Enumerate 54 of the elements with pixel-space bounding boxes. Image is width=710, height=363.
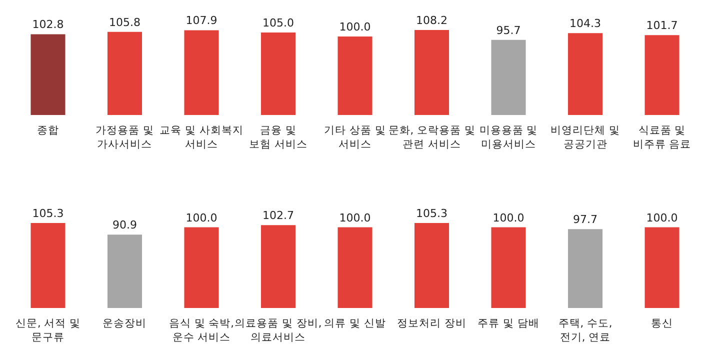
bar: [491, 40, 526, 115]
bar: [184, 227, 219, 308]
data-label: 105.3: [416, 207, 448, 220]
x-tick-label: 신문, 서적 및 문구류: [15, 318, 80, 344]
data-label: 105.3: [32, 207, 64, 220]
x-tick-label: 기타 상품 및 서비스: [324, 124, 386, 150]
data-label: 102.8: [32, 18, 64, 32]
data-label: 100.0: [646, 211, 678, 224]
bar: [30, 34, 66, 115]
data-label: 101.7: [646, 19, 678, 32]
bar: [184, 30, 219, 115]
data-label: 104.3: [570, 17, 602, 30]
bar: [338, 227, 372, 308]
data-label: 100.0: [339, 211, 371, 224]
x-tick-label: 통신: [651, 318, 674, 330]
x-tick-label: 가정용품 및 가사서비스: [96, 124, 154, 150]
x-tick-label: 의료용품 및 장비, 의료서비스: [234, 318, 322, 344]
x-tick-label: 미용용품 및 미용서비스: [479, 124, 538, 150]
bar: [568, 33, 603, 115]
data-label: 108.2: [416, 14, 448, 27]
data-label: 100.0: [186, 211, 218, 224]
data-label: 105.0: [262, 16, 294, 30]
x-tick-label: 주택, 수도, 전기, 연료: [558, 318, 612, 344]
data-label: 100.0: [492, 211, 524, 224]
bar: [338, 36, 372, 115]
data-label: 107.9: [186, 14, 218, 28]
x-tick-label: 비영리단체 및 공공기관: [550, 124, 620, 150]
bar: [491, 227, 526, 308]
bar: [260, 225, 296, 308]
bar: [644, 35, 680, 115]
data-label: 95.7: [496, 24, 521, 37]
x-tick-label: 교육 및 사회복지 서비스: [160, 124, 244, 150]
x-tick-label: 문화, 오락용품 및 관련 서비스: [388, 124, 476, 150]
x-tick-label: 정보처리 장비: [397, 318, 466, 330]
x-tick-label: 운송장비: [102, 318, 147, 330]
bar: [107, 234, 142, 308]
bar: [568, 229, 603, 308]
data-label: 90.9: [112, 218, 137, 232]
data-label: 105.8: [108, 16, 140, 29]
x-tick-label: 의류 및 신발: [324, 318, 386, 330]
bar: [107, 32, 142, 115]
bar: [414, 223, 450, 308]
bar: [30, 223, 66, 308]
data-label: 100.0: [339, 20, 371, 34]
x-tick-label: 식료품 및 비주류 음료: [632, 124, 692, 150]
bar: [260, 32, 296, 115]
data-label: 102.7: [262, 209, 294, 222]
x-tick-label: 금융 및 보험 서비스: [249, 124, 308, 150]
x-tick-label: 음식 및 숙박, 운수 서비스: [168, 318, 234, 344]
x-tick-label: 주류 및 담배: [478, 318, 540, 330]
data-label: 97.7: [573, 213, 598, 226]
x-tick-label: 종합: [36, 124, 59, 136]
bar: [644, 227, 680, 308]
bar: [414, 30, 450, 115]
